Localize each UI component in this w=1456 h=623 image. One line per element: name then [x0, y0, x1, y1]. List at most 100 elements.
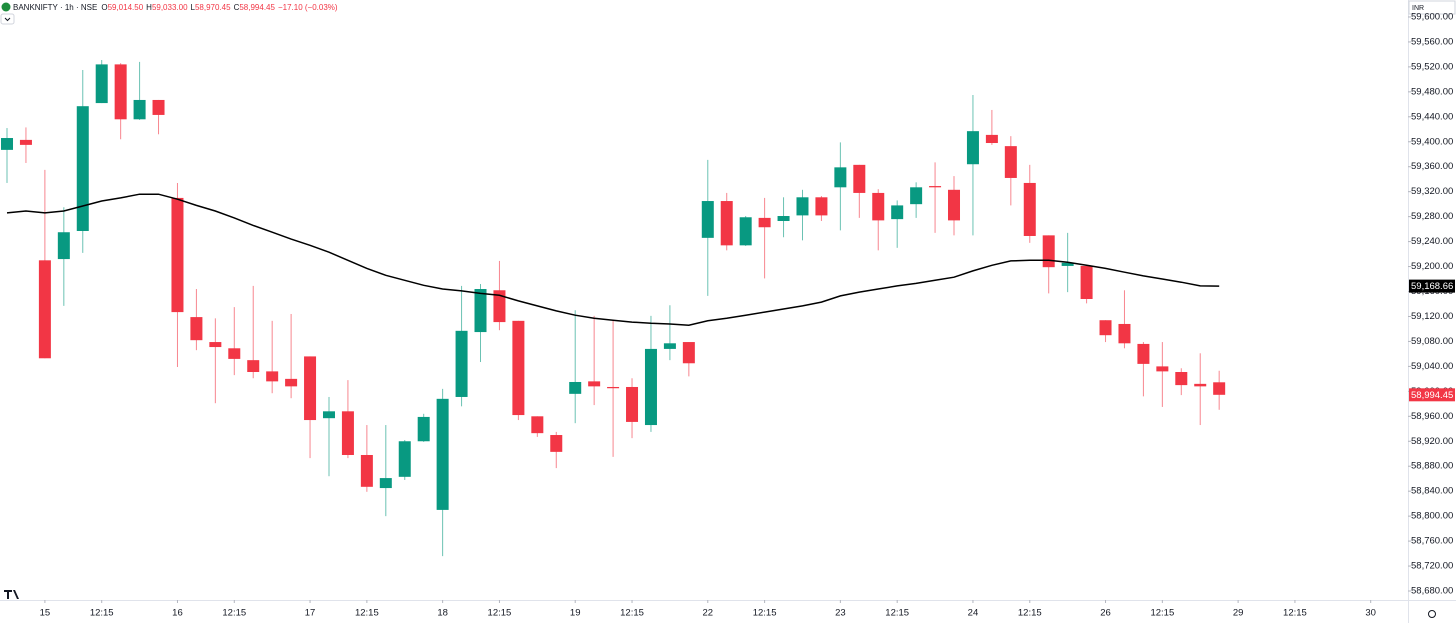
- candle-body: [663, 343, 676, 349]
- candle-body: [228, 348, 241, 359]
- ohlc-value: 58,970.45: [195, 3, 231, 12]
- candle-body: [474, 289, 487, 333]
- price-tag: [1409, 279, 1455, 293]
- candle-body: [436, 398, 449, 510]
- x-tick-label: 12:15: [355, 608, 379, 619]
- symbol-logo: [1, 2, 11, 12]
- candle-body: [455, 330, 468, 397]
- candle-body: [190, 317, 203, 341]
- y-tick-label: 59,080.00: [1411, 336, 1453, 347]
- currency: INR: [1412, 5, 1424, 12]
- candle-body: [266, 371, 279, 382]
- ohlc-key: C: [234, 3, 240, 12]
- candle-body: [285, 378, 298, 387]
- x-tick-label: 12:15: [488, 608, 512, 619]
- change: −17.10 (−0.03%): [278, 3, 338, 12]
- y-tick-label: 58,840.00: [1411, 486, 1453, 497]
- ohlc-key: O: [101, 3, 107, 12]
- candle-body: [815, 197, 828, 216]
- x-tick-label: 12:15: [1018, 608, 1042, 619]
- x-tick-label: 22: [702, 608, 713, 619]
- y-tick-label: 58,760.00: [1411, 536, 1453, 547]
- ohlc-key: H: [146, 3, 152, 12]
- y-tick-label: 59,520.00: [1411, 61, 1453, 72]
- candle-body: [19, 139, 32, 145]
- candle-body: [644, 348, 657, 426]
- x-tick-label: 12:15: [90, 608, 114, 619]
- price-tag: [1409, 388, 1455, 402]
- x-tick-label: 12:15: [753, 608, 777, 619]
- candle-body: [247, 360, 260, 373]
- collapse-button[interactable]: [0, 13, 15, 25]
- y-tick-label: 59,280.00: [1411, 211, 1453, 222]
- y-tick-label: 58,680.00: [1411, 586, 1453, 597]
- candle-body: [834, 167, 847, 188]
- candle-body: [1118, 323, 1131, 344]
- candle-body: [531, 416, 544, 434]
- y-tick-label: 58,960.00: [1411, 411, 1453, 422]
- candle-body: [682, 342, 695, 364]
- x-tick-label: 26: [1100, 608, 1111, 619]
- x-tick-label: 24: [968, 608, 979, 619]
- x-tick-label: 12:15: [620, 608, 644, 619]
- y-tick-label: 58,880.00: [1411, 461, 1453, 472]
- y-tick-label: 59,480.00: [1411, 86, 1453, 97]
- symbol: BANKNIFTY · 1h · NSE: [13, 3, 97, 12]
- x-tick-label: 12:15: [885, 608, 909, 619]
- x-tick-label: 29: [1233, 608, 1244, 619]
- legend-header: BANKNIFTY · 1h · NSE O59,014.50 H59,033.00…: [13, 3, 338, 12]
- candle-body: [607, 386, 620, 389]
- candle-body: [1042, 235, 1055, 268]
- candle-body: [1175, 372, 1188, 386]
- candle-body: [720, 201, 733, 246]
- ohlc-key: L: [191, 3, 196, 12]
- candle-body: [891, 205, 904, 220]
- candle-body: [114, 64, 127, 120]
- candle-body: [1, 138, 14, 150]
- currency-button[interactable]: [1408, 0, 1456, 15]
- candle-body: [1061, 262, 1074, 266]
- y-tick-label: 58,920.00: [1411, 436, 1453, 447]
- candle-body: [588, 381, 601, 387]
- candle-body: [1194, 383, 1207, 387]
- candle-body: [57, 232, 70, 260]
- price-tag-label: 58,994.45: [1411, 390, 1453, 401]
- ohlc-value: 59,033.00: [152, 3, 188, 12]
- candle-body: [1099, 320, 1112, 336]
- candle-body: [910, 187, 923, 205]
- y-tick-label: 59,600.00: [1411, 11, 1453, 22]
- candle-body: [152, 99, 165, 115]
- candle-body: [171, 197, 184, 313]
- settings-icon[interactable]: [1428, 610, 1436, 618]
- candle-body: [1213, 382, 1226, 395]
- x-tick-label: 23: [835, 608, 846, 619]
- candle-body: [360, 454, 373, 487]
- candle-body: [853, 164, 866, 193]
- candle-body: [550, 435, 563, 452]
- candle-body: [948, 189, 961, 221]
- x-tick-label: 30: [1365, 608, 1376, 619]
- candle-body: [1023, 182, 1036, 236]
- y-tick-label: 59,560.00: [1411, 36, 1453, 47]
- candle-body: [76, 106, 89, 231]
- candle-body: [929, 186, 942, 188]
- x-tick-label: 17: [305, 608, 316, 619]
- candle-body: [1156, 366, 1169, 372]
- price-tag-label: 59,168.66: [1411, 281, 1453, 292]
- y-tick-label: 58,800.00: [1411, 511, 1453, 522]
- candle-body: [985, 134, 998, 144]
- y-tick-label: 59,320.00: [1411, 186, 1453, 197]
- candle-body: [209, 342, 222, 348]
- ohlc-value: 58,994.45: [239, 3, 275, 12]
- collapse-icon: [4, 17, 11, 22]
- y-tick-label: 59,360.00: [1411, 161, 1453, 172]
- candle-body: [1137, 343, 1150, 364]
- y-tick-label: 59,240.00: [1411, 236, 1453, 247]
- x-tick-label: 12:15: [1283, 608, 1307, 619]
- y-tick-label: 59,400.00: [1411, 136, 1453, 147]
- tradingview-logo: [4, 590, 19, 599]
- candle-body: [512, 320, 525, 416]
- x-tick-label: 19: [570, 608, 581, 619]
- candle-body: [626, 386, 639, 422]
